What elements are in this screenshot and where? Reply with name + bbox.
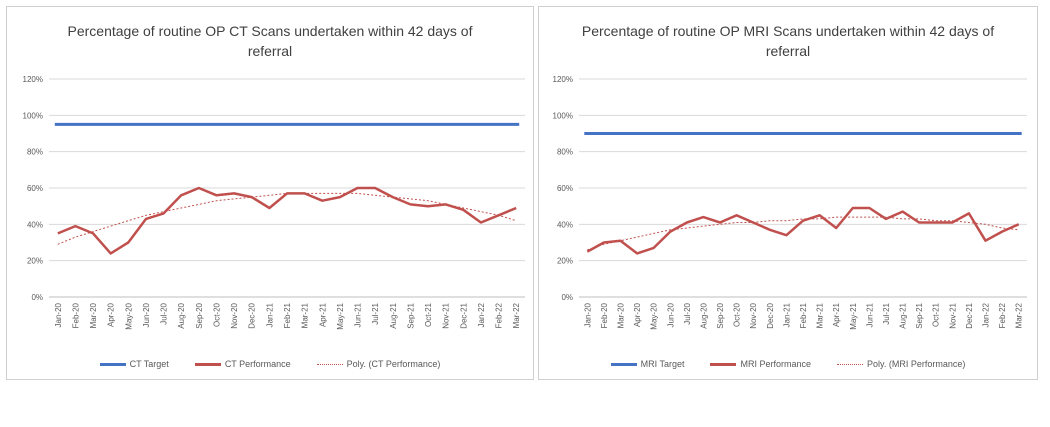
ct-x-tick-label: Nov-20: [230, 302, 239, 328]
ct-x-tick-label: Aug-21: [389, 302, 398, 328]
mri-x-tick-label: Jul-20: [683, 302, 692, 324]
legend-label-mri-trend: Poly. (MRI Performance): [867, 359, 966, 369]
legend-item-mri-target: MRI Target: [610, 359, 685, 369]
mri-x-tick-label: Aug-21: [899, 302, 908, 328]
mri-y-tick-label: 80%: [557, 148, 573, 157]
legend-label-mri-target: MRI Target: [640, 359, 685, 369]
legend-swatch-ct-performance: [194, 362, 221, 366]
ct-x-tick-label: Jul-21: [371, 302, 380, 324]
ct-trend-line: [57, 192, 517, 245]
ct-x-tick-label: Feb-20: [71, 302, 80, 328]
legend-item-mri-performance: MRI Performance: [710, 359, 811, 369]
legend-swatch-ct-trend: [316, 363, 343, 365]
mri-x-tick-label: Jun-21: [865, 302, 874, 327]
ct-chart-svg: 0% 20% 40% 60% 80% 100% 120% Jan-20 Feb-20 Mar-20…: [23, 75, 525, 330]
ct-x-tick-label: Mar-22: [512, 302, 521, 328]
legend-label-ct-performance: CT Performance: [224, 359, 291, 369]
ct-x-tick-label: Aug-20: [177, 302, 186, 328]
ct-x-tick-label: Jul-20: [160, 302, 169, 324]
ct-x-tick-label: Sep-20: [195, 302, 204, 328]
mri-y-tick-label: 100%: [553, 111, 573, 120]
legend-item-ct-trend: Poly. (CT Performance): [316, 359, 441, 369]
mri-chart-svg: 0% 20% 40% 60% 80% 100% 120% Jan-20 Feb-20 Mar-20…: [553, 75, 1027, 330]
mri-performance-line: [586, 206, 1020, 255]
legend-swatch-mri-target: [610, 362, 637, 366]
mri-x-tick-label: May-21: [849, 302, 858, 329]
ct-y-tick-label: 40%: [27, 220, 43, 229]
legend-label-ct-trend: Poly. (CT Performance): [346, 359, 441, 369]
legend-label-mri-performance: MRI Performance: [740, 359, 812, 369]
mri-x-tick-label: Nov-20: [749, 302, 758, 328]
mri-x-tick-label: Feb-20: [600, 302, 609, 328]
ct-x-tick-label: Mar-20: [89, 302, 98, 328]
mri-x-tick-label: Jun-20: [666, 302, 675, 327]
mri-x-tick-label: Apr-21: [832, 302, 841, 327]
ct-x-tick-label: Feb-22: [495, 302, 504, 328]
ct-chart-title: Percentage of routine OP CT Scans undert…: [67, 23, 473, 59]
ct-x-tick-label: Jan-20: [54, 302, 63, 327]
ct-x-tick-label: Mar-21: [301, 302, 310, 328]
mri-y-tick-label: 120%: [553, 75, 573, 84]
ct-x-tick-label: Feb-21: [283, 302, 292, 328]
mri-x-tick-label: Aug-20: [699, 302, 708, 328]
ct-y-tick-label: 80%: [27, 148, 43, 157]
ct-x-tick-label: Nov-21: [442, 302, 451, 328]
mri-x-tick-label: Dec-20: [766, 302, 775, 328]
legend-item-ct-target: CT Target: [99, 359, 169, 369]
mri-x-tick-label: May-20: [650, 302, 659, 329]
ct-legend: CT Target CT Performance Poly. (CT Perfo…: [7, 359, 533, 369]
ct-x-tick-label: Oct-20: [212, 302, 221, 327]
ct-chart-panel: 0% 20% 40% 60% 80% 100% 120% Jan-20 Feb-20 Mar-20…: [6, 6, 534, 380]
ct-x-tick-label: May-21: [336, 302, 345, 329]
ct-y-tick-label: 20%: [27, 257, 43, 266]
mri-x-tick-label: Dec-21: [965, 302, 974, 328]
mri-legend: MRI Target MRI Performance Poly. (MRI Pe…: [539, 359, 1037, 369]
mri-x-tick-label: Jul-21: [882, 302, 891, 324]
mri-y-tick-label: 60%: [557, 184, 573, 193]
ct-performance-line: [57, 186, 517, 255]
ct-x-tick-label: Dec-21: [459, 302, 468, 328]
mri-chart-title: Percentage of routine OP MRI Scans under…: [581, 23, 995, 59]
ct-x-tick-label: Sep-21: [406, 302, 415, 328]
legend-swatch-mri-trend: [837, 363, 864, 365]
ct-x-tick-label: Jun-20: [142, 302, 151, 327]
ct-x-tick-label: Oct-21: [424, 302, 433, 327]
mri-x-tick-label: Mar-21: [816, 302, 825, 328]
ct-x-tick-label: May-20: [124, 302, 133, 329]
mri-x-tick-label: Sep-21: [915, 302, 924, 328]
mri-x-tick-label: Feb-21: [799, 302, 808, 328]
ct-x-tick-label: Jan-21: [265, 302, 274, 327]
mri-x-tick-label: Jan-20: [583, 302, 592, 327]
ct-x-tick-label: Jun-21: [354, 302, 363, 327]
legend-item-mri-trend: Poly. (MRI Performance): [837, 359, 965, 369]
mri-x-tick-label: Apr-20: [633, 302, 642, 327]
legend-swatch-ct-target: [99, 362, 126, 366]
mri-x-tick-label: Oct-20: [733, 302, 742, 327]
mri-x-tick-label: Feb-22: [998, 302, 1007, 328]
mri-x-tick-label: Jan-21: [782, 302, 791, 327]
mri-y-tick-label: 20%: [557, 257, 573, 266]
ct-y-tick-label: 100%: [23, 111, 43, 120]
mri-x-tick-label: Sep-20: [716, 302, 725, 328]
ct-x-tick-label: Jan-22: [477, 302, 486, 327]
mri-x-tick-label: Oct-21: [932, 302, 941, 327]
mri-x-tick-label: Jan-22: [982, 302, 991, 327]
legend-item-ct-performance: CT Performance: [194, 359, 291, 369]
mri-x-tick-label: Mar-22: [1015, 302, 1024, 328]
mri-y-tick-label: 40%: [557, 220, 573, 229]
legend-swatch-mri-performance: [710, 362, 737, 366]
mri-chart-panel: 0% 20% 40% 60% 80% 100% 120% Jan-20 Feb-20 Mar-20…: [538, 6, 1038, 380]
legend-label-ct-target: CT Target: [129, 359, 169, 369]
ct-y-tick-label: 60%: [27, 184, 43, 193]
ct-y-tick-label: 120%: [23, 75, 43, 84]
ct-y-tick-label: 0%: [31, 293, 43, 302]
mri-y-tick-label: 0%: [561, 293, 573, 302]
mri-x-tick-label: Nov-21: [948, 302, 957, 328]
mri-x-tick-label: Mar-20: [616, 302, 625, 328]
ct-x-tick-label: Apr-20: [107, 302, 116, 327]
ct-x-tick-label: Dec-20: [248, 302, 257, 328]
ct-x-tick-label: Apr-21: [318, 302, 327, 327]
